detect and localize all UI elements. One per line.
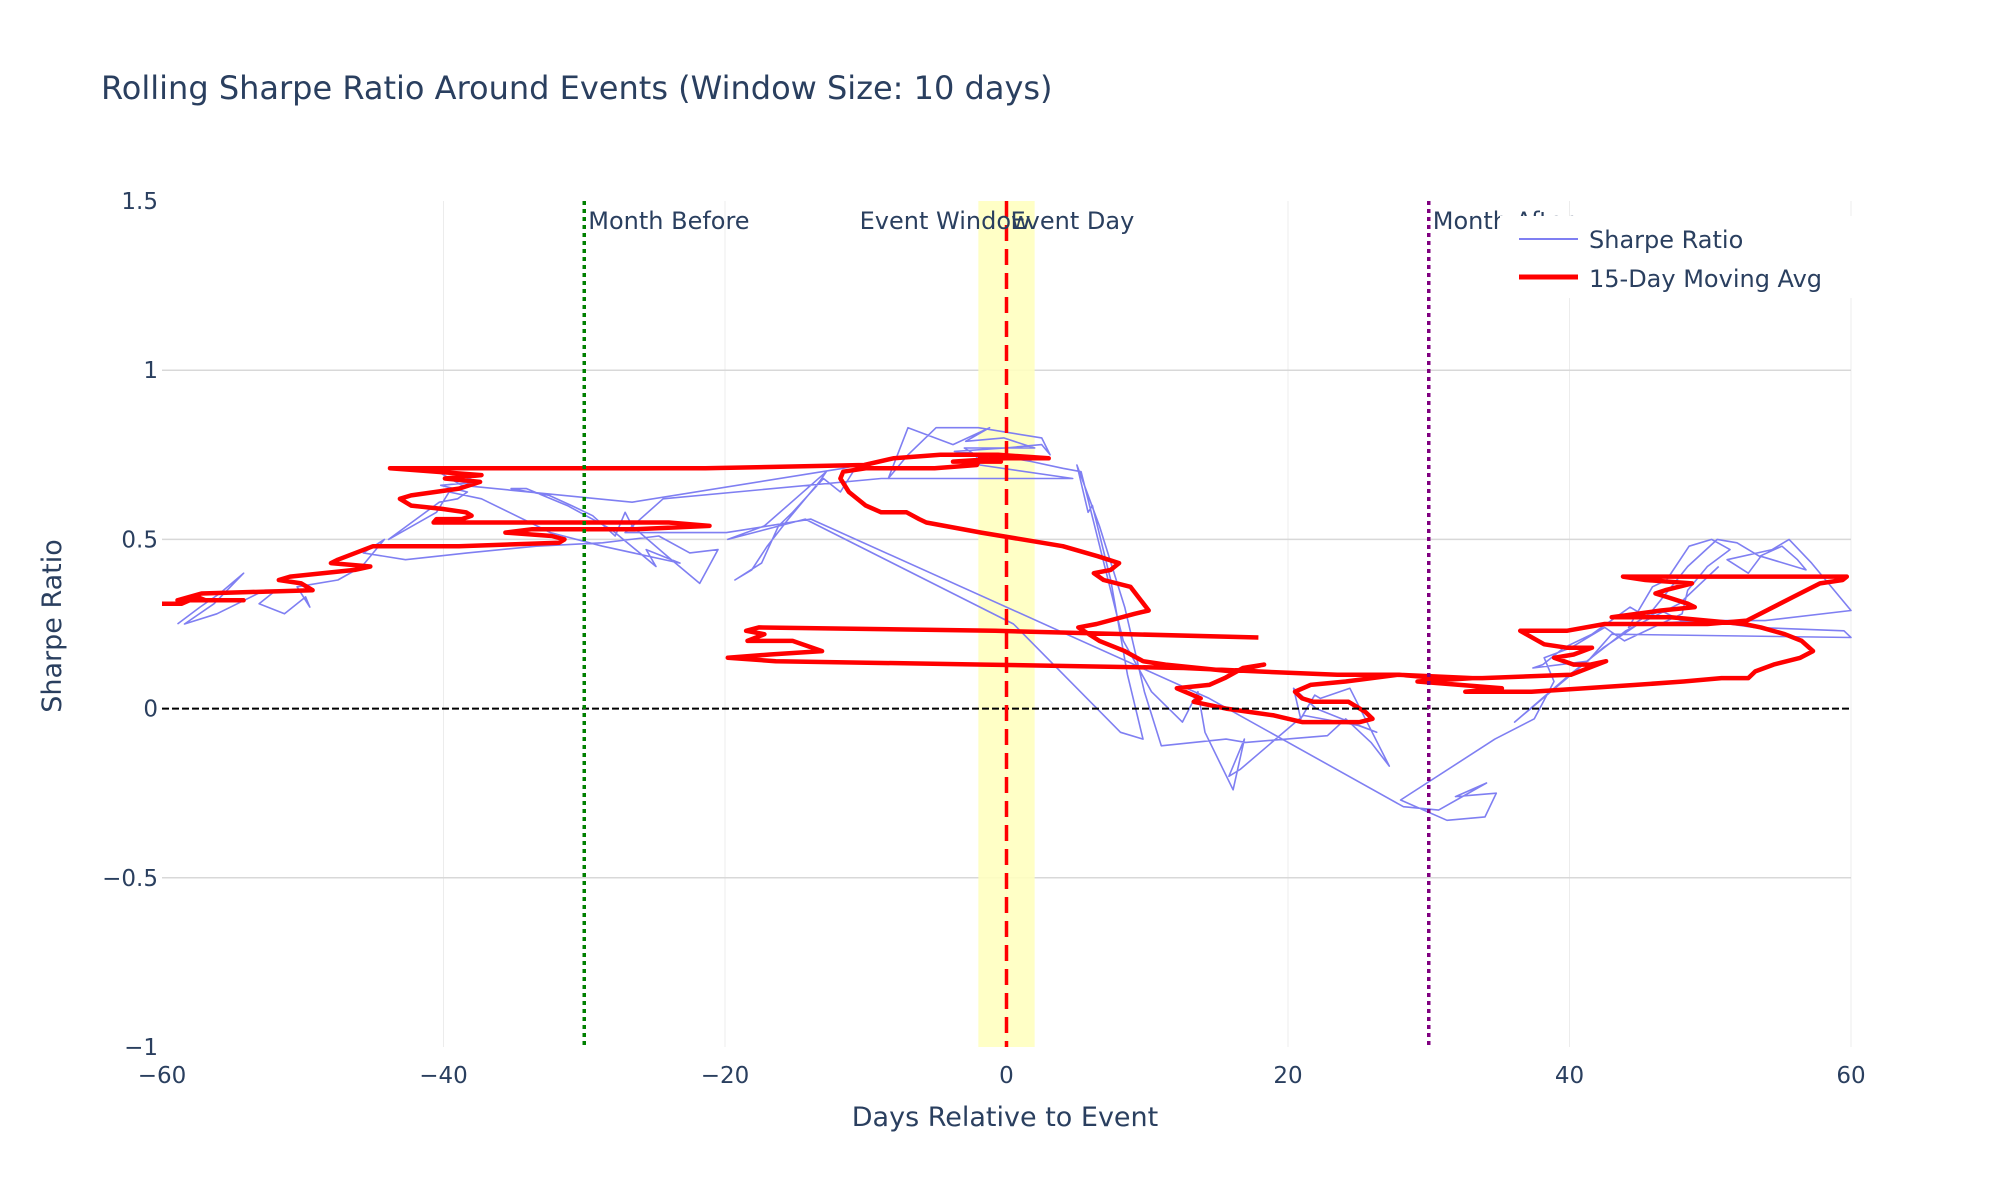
series-line-moving-avg: [162, 452, 1850, 725]
x-tick-label: −20: [701, 1063, 750, 1089]
x-tick-label: 40: [1555, 1063, 1584, 1089]
y-axis-title: Sharpe Ratio: [37, 539, 68, 713]
month-before-label: Month Before: [588, 207, 749, 235]
x-axis-title: Days Relative to Event: [852, 1102, 1158, 1133]
event-day-label: Event Day: [1011, 207, 1135, 235]
chart-title: Rolling Sharpe Ratio Around Events (Wind…: [101, 69, 1053, 107]
x-tick-label: −60: [138, 1063, 187, 1089]
y-tick-label: −0.5: [102, 866, 158, 892]
y-tick-label: 0: [143, 697, 158, 723]
plot-area: [162, 426, 1852, 822]
legend-label-moving-avg: 15-Day Moving Avg: [1589, 265, 1822, 293]
y-tick-label: 0.5: [121, 527, 158, 553]
axis-ticks: −60 −40 −20 0 20 40 60 −1 −0.5 0 0.5 1 1.5: [102, 189, 1866, 1089]
x-tick-label: 0: [999, 1063, 1014, 1089]
y-tick-label: −1: [124, 1035, 158, 1061]
legend[interactable]: Sharpe Ratio 15-Day Moving Avg: [1500, 216, 1860, 298]
y-tick-label: 1: [143, 358, 158, 384]
legend-label-sharpe-ratio: Sharpe Ratio: [1589, 226, 1743, 254]
x-tick-label: 20: [1273, 1063, 1302, 1089]
event-window-label: Event Window: [860, 207, 1031, 235]
x-tick-label: −40: [419, 1063, 468, 1089]
legend-background: [1500, 216, 1860, 298]
y-tick-label: 1.5: [121, 189, 158, 215]
x-tick-label: 60: [1836, 1063, 1865, 1089]
series-line-sharpe-ratio: [177, 426, 1852, 822]
